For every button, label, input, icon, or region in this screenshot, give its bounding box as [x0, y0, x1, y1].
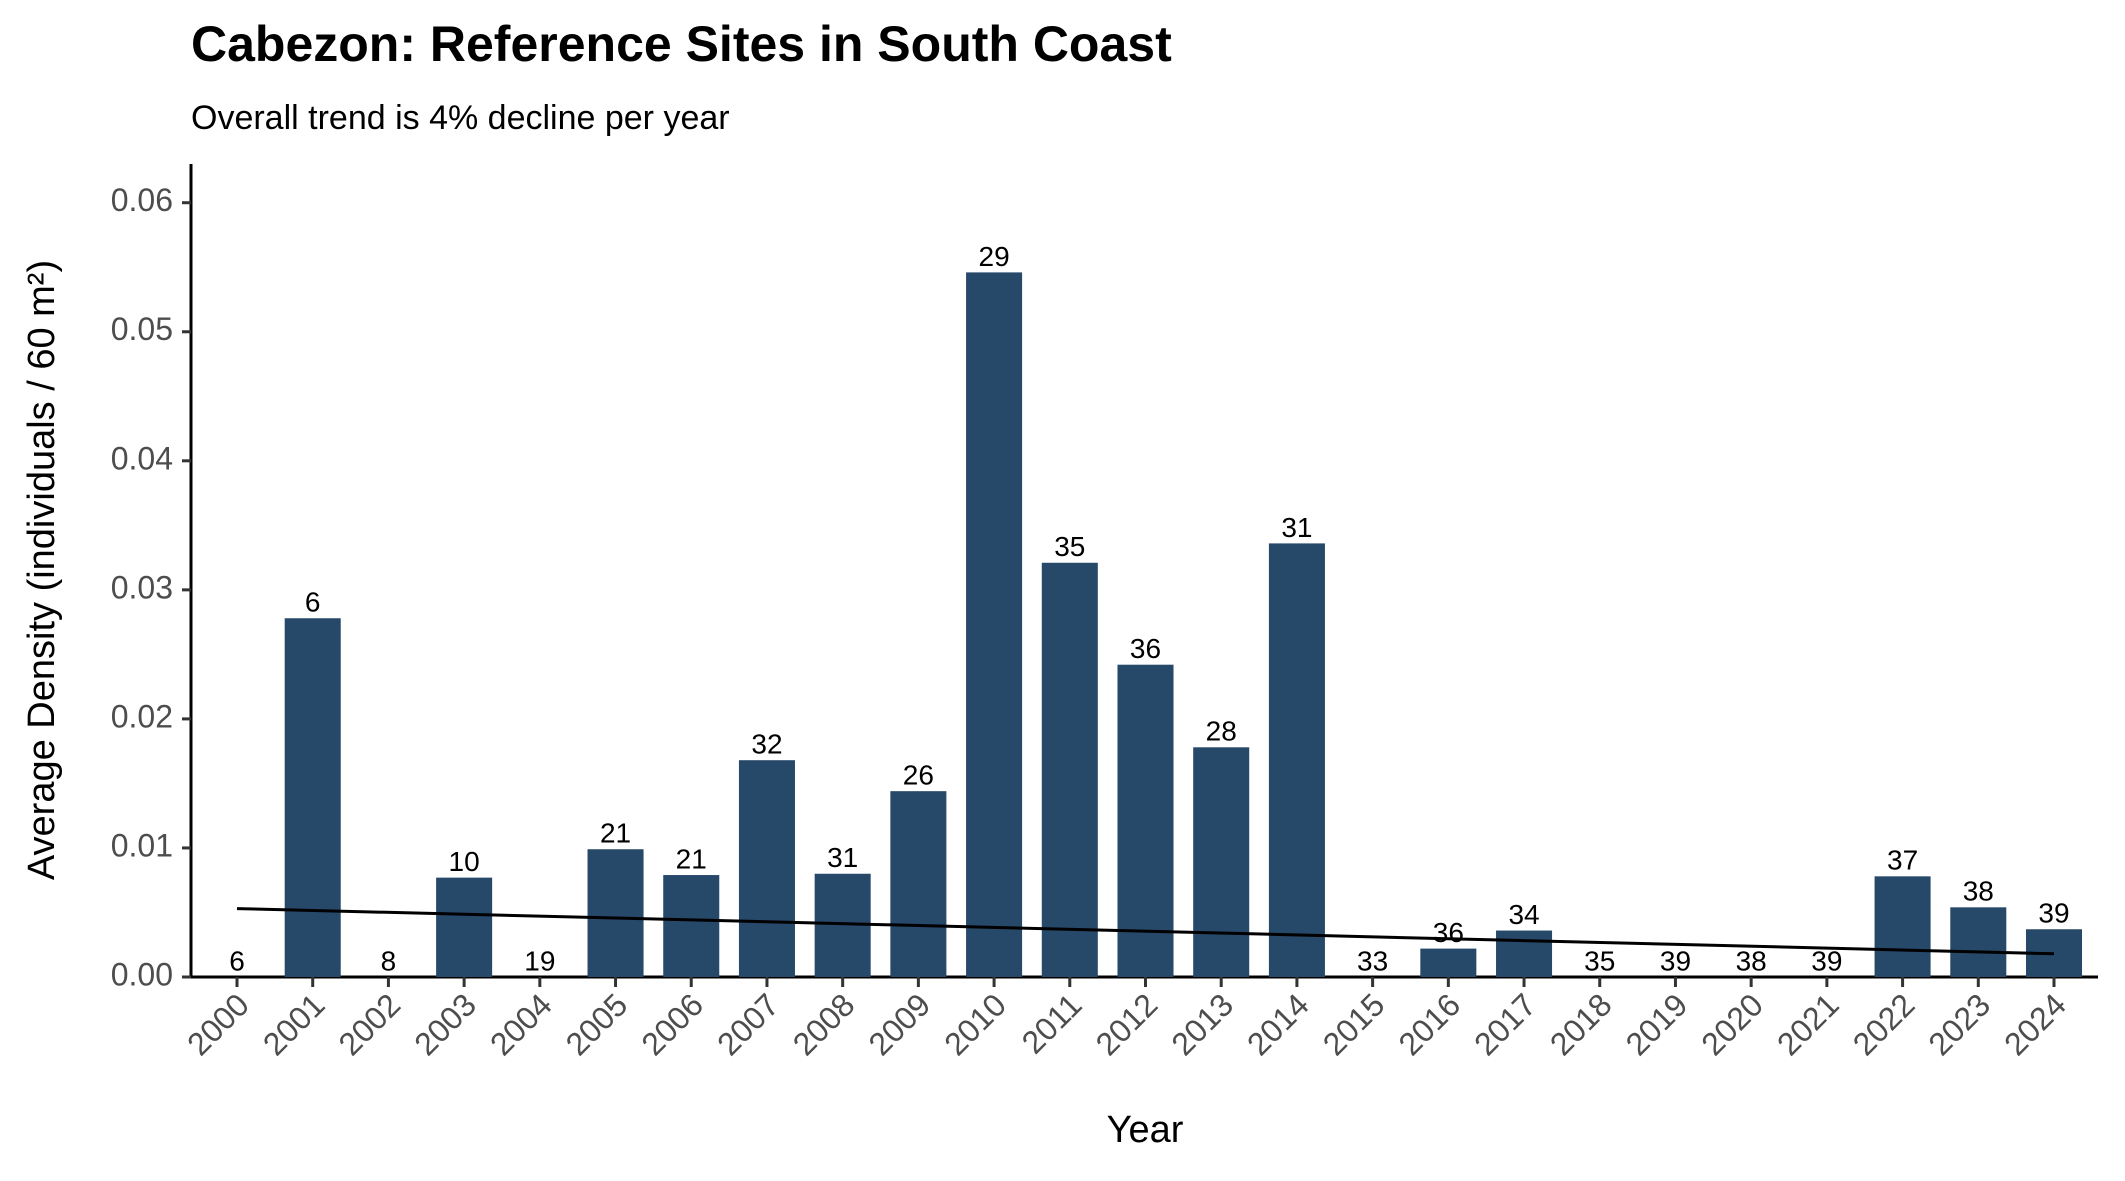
bar-label: 19 [524, 945, 555, 976]
bar-label: 31 [827, 842, 858, 873]
bar [1117, 664, 1174, 977]
x-tick-label: 2010 [937, 986, 1013, 1062]
trend-line [236, 907, 2055, 956]
x-tick-label: 2021 [1770, 986, 1846, 1062]
bar-label: 8 [381, 945, 397, 976]
bar-label: 31 [1281, 512, 1312, 543]
x-tick-label: 2023 [1921, 986, 1997, 1062]
bar [738, 760, 795, 977]
bar [663, 875, 720, 977]
x-tick-label: 2016 [1391, 986, 1467, 1062]
bar [284, 618, 341, 977]
bar [966, 272, 1023, 977]
chart-subtitle: Overall trend is 4% decline per year [191, 99, 730, 137]
x-tick-label: 2018 [1543, 986, 1619, 1062]
y-tick-label: 0.05 [111, 311, 173, 347]
y-tick-label: 0.01 [111, 827, 173, 863]
bar-label: 6 [305, 587, 321, 618]
bar-label: 33 [1357, 945, 1388, 976]
x-tick-label: 2024 [1997, 986, 2073, 1062]
bar [1193, 747, 1250, 977]
x-tick-label: 2005 [559, 986, 635, 1062]
x-tick-label: 2006 [634, 986, 710, 1062]
bar [890, 791, 947, 977]
x-tick-label: 2008 [786, 986, 862, 1062]
x-tick-label: 2004 [483, 986, 559, 1062]
bar [1496, 930, 1553, 977]
x-tick-label: 2019 [1619, 986, 1695, 1062]
bar [1041, 562, 1098, 977]
x-tick-label: 2013 [1164, 986, 1240, 1062]
x-tick-label: 2000 [180, 986, 256, 1062]
bar-label: 10 [449, 846, 480, 877]
x-tick-label: 2011 [1015, 986, 1089, 1060]
bar-label: 39 [2038, 898, 2069, 929]
chart-title: Cabezon: Reference Sites in South Coast [191, 16, 1172, 72]
x-tick-label: 2015 [1316, 986, 1392, 1062]
bar [1950, 907, 2007, 977]
bar-label: 36 [1433, 917, 1464, 948]
bar-label: 32 [751, 729, 782, 760]
bar-label: 38 [1736, 945, 1767, 976]
bar-label: 29 [979, 241, 1010, 272]
x-tick-label: 2020 [1694, 986, 1770, 1062]
x-tick-label: 2017 [1467, 986, 1543, 1062]
y-tick-label: 0.02 [111, 698, 173, 734]
bar-label: 36 [1130, 633, 1161, 664]
bar-label: 6 [229, 945, 245, 976]
bar-label: 21 [676, 843, 707, 874]
y-tick-label: 0.03 [111, 569, 173, 605]
bar-label: 38 [1963, 876, 1994, 907]
x-axis-title: Year [1107, 1109, 1184, 1151]
bar [1268, 543, 1325, 977]
y-tick-label: 0.04 [111, 440, 173, 476]
x-tick-label: 2001 [256, 986, 332, 1062]
bar-label: 35 [1054, 531, 1085, 562]
bar-label: 37 [1887, 845, 1918, 876]
bar-label: 28 [1206, 716, 1237, 747]
x-tick-label: 2012 [1089, 986, 1165, 1062]
x-tick-label: 2003 [407, 986, 483, 1062]
bar-label: 35 [1584, 945, 1615, 976]
bar-label: 39 [1811, 945, 1842, 976]
y-tick-label: 0.00 [111, 956, 173, 992]
bar [1874, 876, 1931, 977]
bar [587, 849, 644, 977]
y-tick-label: 0.06 [111, 182, 173, 218]
x-tick-label: 2009 [862, 986, 938, 1062]
x-tick-label: 2002 [332, 986, 408, 1062]
bar-label: 26 [903, 760, 934, 791]
bar-label: 21 [600, 818, 631, 849]
bar [436, 877, 493, 977]
y-axis-title: Average Density (individuals / 60 m²) [21, 260, 63, 880]
x-tick-label: 2022 [1846, 986, 1922, 1062]
bar-label: 34 [1508, 899, 1539, 930]
bar-label: 39 [1660, 945, 1691, 976]
bar [1420, 948, 1477, 977]
x-tick-label: 2007 [710, 986, 786, 1062]
x-tick-label: 2014 [1240, 986, 1316, 1062]
